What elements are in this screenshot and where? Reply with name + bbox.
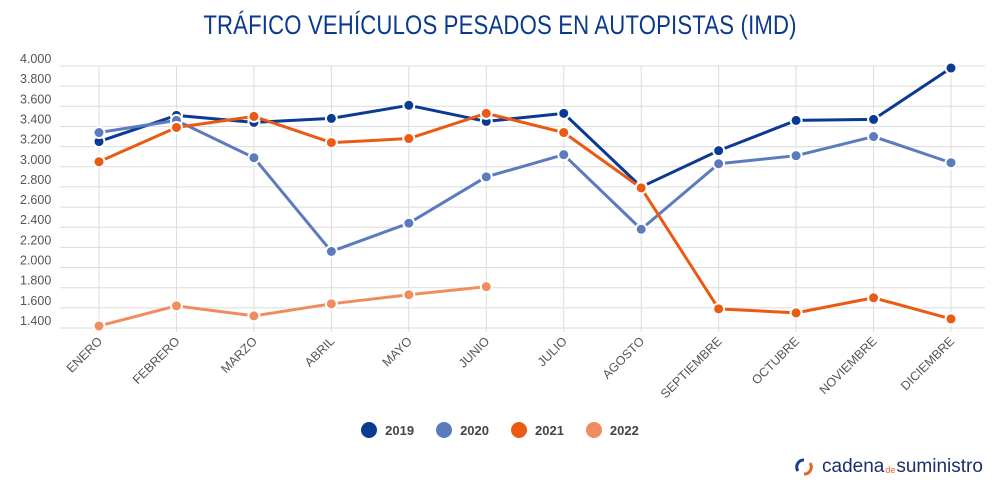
y-tick-label: 3.800 — [20, 72, 51, 86]
data-point-2019 — [712, 144, 726, 158]
logo-text-1: cadena — [822, 456, 885, 477]
legend-marker — [585, 422, 602, 438]
x-tick-label: ABRIL — [302, 334, 337, 369]
data-point-2019 — [402, 98, 416, 112]
data-point-2022 — [479, 280, 493, 294]
data-point-2020 — [247, 151, 261, 165]
data-point-2019 — [324, 111, 338, 125]
legend: 2019 2020 2021 2022 — [0, 422, 1000, 438]
data-point-2021 — [479, 106, 493, 120]
data-point-2022 — [402, 288, 416, 302]
series-line-2021 — [98, 111, 952, 321]
x-tick-label: JUNIO — [456, 334, 493, 371]
data-point-2020 — [867, 130, 881, 144]
data-point-2019 — [789, 113, 803, 127]
data-point-2021 — [247, 109, 261, 123]
chart-title: TRÁFICO VEHÍCULOS PESADOS EN AUTOPISTAS … — [203, 10, 797, 40]
data-point-2021 — [169, 120, 183, 134]
x-tick-label: NOVIEMBRE — [817, 334, 880, 397]
x-tick-label: SEPTIEMBRE — [658, 334, 725, 401]
y-tick-label: 4.000 — [20, 52, 51, 66]
data-point-2021 — [324, 136, 338, 150]
data-point-2020 — [789, 149, 803, 163]
data-point-2020 — [479, 170, 493, 184]
data-point-2021 — [789, 306, 803, 320]
data-point-2019 — [944, 61, 958, 75]
y-tick-label: 2.800 — [20, 173, 51, 187]
legend-item-2022[interactable]: 2022 — [585, 422, 639, 438]
data-point-2022 — [324, 297, 338, 311]
y-tick-label: 2.000 — [20, 254, 51, 268]
y-tick-label: 1.800 — [20, 274, 51, 288]
y-tick-label: 2.400 — [20, 213, 51, 227]
data-point-2019 — [557, 106, 571, 120]
y-tick-label: 3.200 — [20, 133, 51, 147]
x-tick-label: MAYO — [380, 334, 415, 369]
legend-item-2021[interactable]: 2021 — [511, 422, 564, 438]
y-tick-label: 2.200 — [20, 233, 51, 247]
y-tick-label: 1.400 — [20, 314, 51, 328]
logo-icon — [795, 458, 813, 476]
line-chart: 1.400 1.600 1.800 2.000 2.200 2.400 2.600 2.800… — [20, 52, 985, 401]
data-point-2019 — [867, 112, 881, 126]
series-line-2020 — [98, 118, 952, 253]
data-point-2020 — [402, 216, 416, 230]
data-point-2021 — [867, 291, 881, 305]
data-point-2020 — [324, 244, 338, 258]
data-point-2021 — [634, 181, 648, 195]
x-tick-label: DICIEMBRE — [898, 334, 957, 393]
series-line-2019 — [98, 66, 952, 189]
data-point-2022 — [247, 309, 261, 323]
logo-text-2: de — [885, 465, 896, 475]
legend-marker — [361, 422, 378, 438]
data-point-2021 — [92, 155, 106, 169]
legend-item-2020[interactable]: 2020 — [436, 422, 489, 438]
legend-label: 2021 — [535, 422, 564, 438]
x-tick-label: ENERO — [64, 334, 106, 376]
data-point-2021 — [944, 312, 958, 326]
data-point-2020 — [712, 157, 726, 171]
y-tick-label: 1.600 — [20, 294, 51, 308]
x-tick-label: JULIO — [535, 334, 570, 369]
y-tick-label: 3.000 — [20, 153, 51, 167]
data-point-2020 — [92, 126, 106, 140]
x-tick-label: OCTUBRE — [749, 334, 802, 387]
logo-text-3: suministro — [896, 456, 983, 477]
y-tick-label: 3.600 — [20, 92, 51, 106]
legend-marker — [511, 422, 527, 438]
data-point-2020 — [557, 148, 571, 162]
series-line-2022 — [98, 285, 487, 328]
data-point-2020 — [634, 222, 648, 236]
x-tick-label: MARZO — [218, 334, 260, 376]
legend-label: 2022 — [609, 422, 639, 438]
logo: cadena de suministro — [794, 456, 983, 478]
x-tick-label: FEBRERO — [130, 334, 183, 387]
data-point-2021 — [402, 132, 416, 146]
x-tick-label: AGOSTO — [600, 334, 648, 382]
data-point-2021 — [557, 126, 571, 140]
data-point-2021 — [712, 302, 726, 316]
y-tick-label: 3.400 — [20, 112, 51, 126]
data-point-2022 — [169, 299, 183, 313]
data-point-2022 — [92, 319, 106, 333]
legend-label: 2020 — [460, 422, 489, 438]
data-point-2020 — [944, 156, 958, 170]
legend-label: 2019 — [385, 422, 415, 438]
legend-item-2019[interactable]: 2019 — [361, 422, 414, 438]
legend-marker — [436, 422, 453, 438]
y-tick-label: 2.600 — [20, 193, 51, 207]
